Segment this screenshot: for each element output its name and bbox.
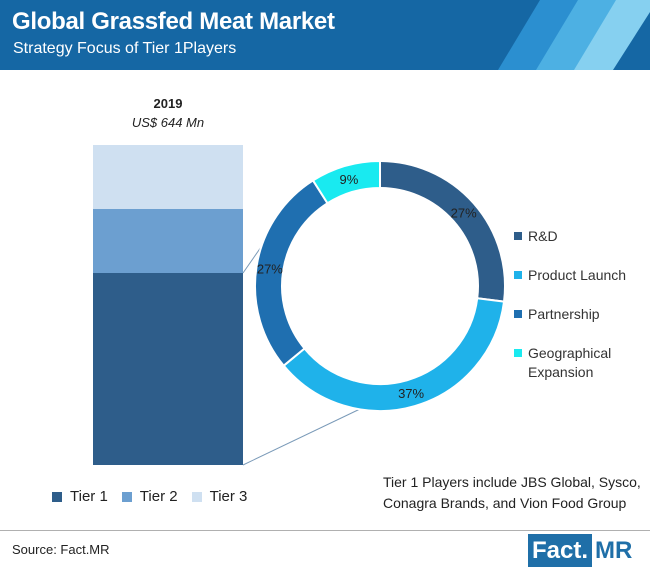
legend-swatch-rd [514,232,522,240]
pie-legend: R&D Product Launch Partnership Geographi… [514,227,638,402]
legend-item-partnership: Partnership [514,305,638,324]
legend-swatch-tier-2 [121,491,132,502]
legend-label-product-launch: Product Launch [528,267,627,283]
legend-item-tier-2: Tier 2 [121,488,178,505]
donut-label-geographical-expansion: 9% [339,172,358,187]
page-title: Global Grassfed Meat Market [12,8,335,35]
header-stripe-1 [498,0,582,70]
factmr-logo: Fact. MR [528,534,638,567]
header-banner: Global Grassfed Meat Market Strategy Foc… [0,0,650,70]
bar-segment-tier-3 [93,145,243,209]
bar-legend: Tier 1 Tier 2 Tier 3 [52,488,247,505]
legend-item-tier-1: Tier 1 [52,488,108,505]
legend-swatch-geographical-expansion [514,349,522,357]
page-subtitle: Strategy Focus of Tier 1Players [13,40,237,57]
legend-label-tier-1: Tier 1 [70,488,108,505]
legend-label-rd: R&D [528,228,558,244]
legend-label-tier-3: Tier 3 [209,488,248,505]
legend-label-tier-2: Tier 2 [139,488,178,505]
legend-label-partnership: Partnership [528,306,600,322]
bar-segment-tier-1 [93,273,243,465]
logo-left: Fact. [528,534,593,567]
legend-swatch-product-launch [514,271,522,279]
legend-item-geographical-expansion: Geographical Expansion [514,344,638,382]
donut-label-partnership: 27% [257,262,283,277]
connector-line-bottom [242,408,361,466]
footer-divider [0,530,650,531]
bar-segment-tier-2 [93,209,243,273]
header-background [0,0,650,70]
bar-category-label: 2019 [153,96,183,111]
legend-item-tier-3: Tier 3 [191,488,248,505]
donut-slice-r-d [379,159,506,303]
donut-slice-geographical-expansion [311,159,381,205]
header-stripe-2 [536,0,620,70]
legend-label-geographical-expansion: Geographical Expansion [528,345,612,380]
legend-swatch-tier-3 [191,491,202,502]
bar-value-label: US$ 644 Mn [131,115,205,130]
legend-item-product-launch: Product Launch [514,266,638,285]
donut-slice-product-launch [282,297,506,412]
donut-label-r-d: 27% [451,205,477,220]
header-stripe-3 [574,0,650,70]
tier1-players-note: Tier 1 Players include JBS Global, Sysco… [383,474,641,511]
legend-swatch-tier-1 [52,491,62,502]
donut-label-product-launch: 37% [398,386,424,401]
legend-item-rd: R&D [514,227,638,246]
source-text: Source: Fact.MR [12,542,110,557]
logo-right: MR [595,537,633,564]
legend-swatch-partnership [514,310,522,318]
